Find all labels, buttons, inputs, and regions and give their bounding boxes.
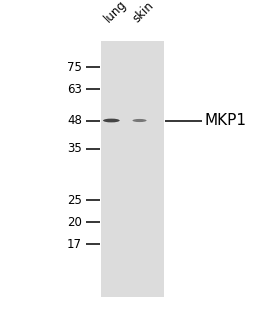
Text: skin: skin — [130, 0, 156, 25]
Text: MKP1: MKP1 — [205, 113, 247, 128]
Text: 75: 75 — [67, 61, 82, 74]
Text: 20: 20 — [67, 216, 82, 229]
Ellipse shape — [103, 119, 120, 122]
Bar — [101, 41, 164, 297]
Text: 48: 48 — [67, 114, 82, 127]
Text: 63: 63 — [67, 83, 82, 96]
Text: 35: 35 — [67, 142, 82, 155]
Text: lung: lung — [102, 0, 130, 25]
Text: 17: 17 — [67, 238, 82, 251]
Text: 25: 25 — [67, 194, 82, 207]
Ellipse shape — [133, 119, 146, 122]
